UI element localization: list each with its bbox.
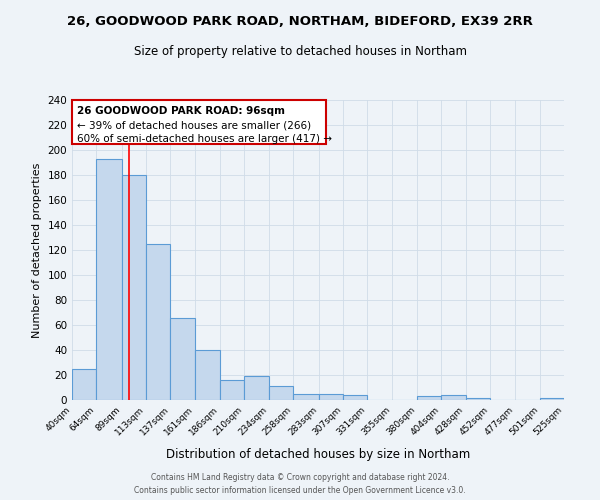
Bar — [170, 318, 195, 400]
Bar — [269, 386, 293, 400]
Bar — [72, 369, 97, 400]
Bar — [319, 394, 343, 400]
Text: ← 39% of detached houses are smaller (266): ← 39% of detached houses are smaller (26… — [77, 120, 311, 130]
FancyBboxPatch shape — [72, 100, 326, 144]
Text: 26 GOODWOOD PARK ROAD: 96sqm: 26 GOODWOOD PARK ROAD: 96sqm — [77, 106, 285, 117]
Bar — [417, 396, 441, 400]
Text: Size of property relative to detached houses in Northam: Size of property relative to detached ho… — [133, 45, 467, 58]
Bar — [195, 350, 220, 400]
Text: Contains public sector information licensed under the Open Government Licence v3: Contains public sector information licen… — [134, 486, 466, 495]
Text: 60% of semi-detached houses are larger (417) →: 60% of semi-detached houses are larger (… — [77, 134, 332, 144]
Y-axis label: Number of detached properties: Number of detached properties — [32, 162, 42, 338]
Text: Contains HM Land Registry data © Crown copyright and database right 2024.: Contains HM Land Registry data © Crown c… — [151, 472, 449, 482]
Bar — [441, 395, 466, 400]
Bar — [220, 380, 244, 400]
Text: 26, GOODWOOD PARK ROAD, NORTHAM, BIDEFORD, EX39 2RR: 26, GOODWOOD PARK ROAD, NORTHAM, BIDEFOR… — [67, 15, 533, 28]
Bar — [466, 398, 490, 400]
Bar — [97, 159, 122, 400]
Bar — [146, 244, 170, 400]
Bar — [343, 395, 367, 400]
Bar — [539, 398, 564, 400]
X-axis label: Distribution of detached houses by size in Northam: Distribution of detached houses by size … — [166, 448, 470, 461]
Bar — [293, 394, 319, 400]
Bar — [122, 175, 146, 400]
Bar — [244, 376, 269, 400]
